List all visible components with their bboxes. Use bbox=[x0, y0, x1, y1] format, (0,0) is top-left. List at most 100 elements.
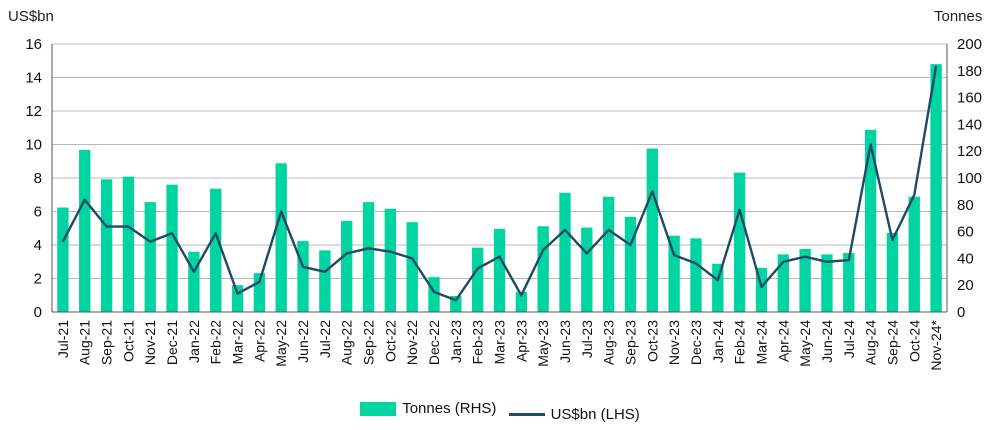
x-tick-label: Nov-21 bbox=[142, 320, 158, 365]
x-tick-label: Aug-24 bbox=[863, 320, 879, 365]
x-tick-label: Sep-22 bbox=[361, 320, 377, 365]
bar bbox=[57, 207, 69, 312]
bar bbox=[297, 240, 309, 312]
bar bbox=[362, 202, 375, 312]
bar bbox=[122, 176, 135, 312]
bar bbox=[886, 232, 899, 312]
x-tick-label: Aug-22 bbox=[339, 320, 355, 365]
x-tick-label: Nov-22 bbox=[404, 320, 420, 365]
left-tick-label: 16 bbox=[25, 36, 42, 53]
bar bbox=[166, 184, 178, 312]
left-tick-label: 8 bbox=[34, 170, 42, 187]
right-tick-label: 140 bbox=[957, 116, 982, 133]
x-tick-label: Sep-21 bbox=[99, 320, 115, 365]
right-tick-label: 0 bbox=[957, 304, 965, 321]
bar bbox=[581, 227, 593, 312]
x-tick-label: May-22 bbox=[273, 320, 289, 367]
left-tick-label: 10 bbox=[25, 137, 42, 154]
right-tick-label: 80 bbox=[957, 197, 974, 214]
right-tick-label: 200 bbox=[957, 36, 982, 53]
bar bbox=[864, 129, 877, 312]
bar bbox=[690, 238, 702, 312]
bar bbox=[930, 64, 942, 312]
bar bbox=[843, 253, 855, 312]
bar bbox=[406, 222, 418, 312]
x-tick-label: Oct-23 bbox=[644, 320, 660, 362]
bar bbox=[559, 192, 571, 312]
bar bbox=[515, 291, 528, 312]
x-tick-label: Oct-24 bbox=[906, 320, 922, 362]
right-tick-label: 100 bbox=[957, 170, 982, 187]
x-tick-label: Feb-22 bbox=[208, 320, 224, 365]
x-tick-label: Dec-23 bbox=[688, 320, 704, 365]
x-tick-label: Apr-22 bbox=[251, 320, 267, 362]
x-tick-label: Mar-23 bbox=[492, 320, 508, 365]
x-tick-label: Feb-24 bbox=[732, 320, 748, 365]
x-tick-label: Mar-24 bbox=[753, 320, 769, 365]
bar bbox=[537, 226, 549, 312]
usd-line bbox=[61, 65, 938, 302]
x-tick-label: Jul-21 bbox=[55, 320, 71, 358]
bar bbox=[471, 247, 484, 312]
bar bbox=[646, 148, 658, 312]
x-tick-label: Apr-24 bbox=[775, 320, 791, 362]
x-tick-label: Jul-23 bbox=[579, 320, 595, 358]
bar bbox=[428, 277, 440, 312]
x-tick-label: Jun-22 bbox=[295, 320, 311, 363]
bar bbox=[210, 188, 222, 312]
bar bbox=[275, 163, 287, 312]
x-tick-label: Oct-21 bbox=[120, 320, 136, 362]
bar bbox=[668, 235, 680, 312]
x-tick-label: Mar-22 bbox=[230, 320, 246, 365]
x-tick-label: Jan-23 bbox=[448, 320, 464, 363]
x-tick-label: May-23 bbox=[535, 320, 551, 367]
x-tick-label: Jun-23 bbox=[557, 320, 573, 363]
right-axis-title: Tonnes bbox=[934, 8, 983, 25]
legend-item-tonnes: Tonnes (RHS) bbox=[360, 400, 496, 417]
x-tick-label: Aug-23 bbox=[601, 320, 617, 365]
left-tick-label: 4 bbox=[34, 237, 42, 254]
x-tick-label: Nov-23 bbox=[666, 320, 682, 365]
bar bbox=[100, 179, 113, 312]
right-tick-label: 40 bbox=[957, 250, 974, 267]
left-tick-label: 14 bbox=[25, 70, 42, 87]
x-tick-label: Jan-22 bbox=[186, 320, 202, 363]
x-tick-label: Jul-24 bbox=[841, 320, 857, 358]
x-tick-label: Dec-22 bbox=[426, 320, 442, 365]
x-tick-label: Jun-24 bbox=[819, 320, 835, 363]
bar bbox=[821, 254, 833, 312]
bar bbox=[777, 254, 789, 312]
legend-swatch-usd bbox=[508, 412, 545, 416]
x-tick-label: Apr-23 bbox=[513, 320, 529, 362]
x-tick-label: Dec-21 bbox=[164, 320, 180, 365]
x-tick-label: Jul-22 bbox=[317, 320, 333, 358]
legend-label-usd: US$bn (LHS) bbox=[550, 405, 640, 423]
bar bbox=[231, 285, 244, 312]
right-tick-label: 20 bbox=[957, 277, 974, 294]
left-tick-label: 2 bbox=[34, 271, 42, 288]
bar bbox=[712, 263, 724, 312]
x-tick-label: Sep-23 bbox=[622, 320, 638, 365]
bar bbox=[908, 196, 920, 312]
bar bbox=[319, 250, 331, 312]
legend-label-tonnes: Tonnes (RHS) bbox=[402, 400, 497, 417]
legend: Tonnes (RHS) US$bn (LHS) bbox=[0, 400, 1000, 423]
bar bbox=[79, 149, 91, 312]
bar bbox=[733, 172, 746, 312]
bar bbox=[799, 249, 811, 312]
left-tick-label: 6 bbox=[34, 204, 42, 221]
x-tick-label: Jan-24 bbox=[710, 320, 726, 363]
left-axis-title: US$bn bbox=[8, 8, 54, 25]
right-tick-label: 160 bbox=[957, 90, 982, 107]
legend-swatch-tonnes bbox=[360, 401, 397, 416]
x-tick-label: Nov-24* bbox=[928, 319, 944, 370]
legend-item-usd: US$bn (LHS) bbox=[508, 405, 640, 423]
left-tick-label: 12 bbox=[25, 103, 42, 120]
right-tick-label: 180 bbox=[957, 63, 982, 80]
bar bbox=[253, 273, 266, 312]
bar bbox=[450, 295, 462, 312]
right-tick-label: 60 bbox=[957, 224, 974, 241]
x-tick-label: Oct-22 bbox=[382, 320, 398, 362]
bar bbox=[384, 208, 397, 312]
x-tick-label: Aug-21 bbox=[77, 320, 93, 365]
